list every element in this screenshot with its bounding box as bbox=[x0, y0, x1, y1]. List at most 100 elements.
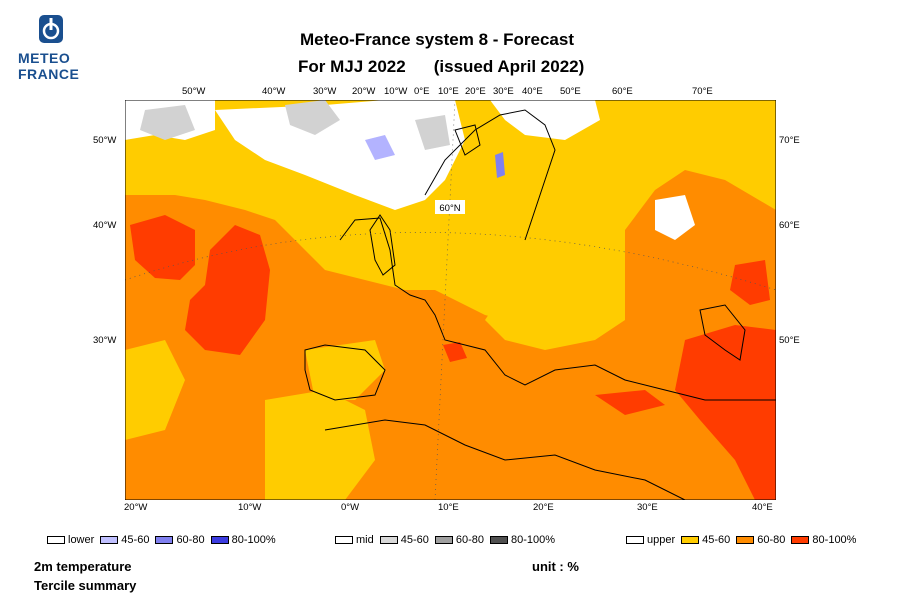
region-no-signal-scandinavia bbox=[490, 100, 600, 140]
legend-mid-45-60: 45-60 bbox=[379, 534, 429, 546]
top-tick: 20°W bbox=[352, 86, 376, 97]
legend-upper-base: upper bbox=[626, 534, 675, 546]
bottom-tick: 10°E bbox=[438, 502, 459, 513]
region-upper-80-100-atlantic bbox=[130, 215, 195, 280]
legend-mid-60-80: 60-80 bbox=[434, 534, 485, 546]
region-mid-45-60-b bbox=[140, 105, 195, 140]
top-tick: 50°E bbox=[560, 86, 581, 97]
legend-swatch bbox=[736, 536, 755, 544]
variable-label: 2m temperature bbox=[34, 559, 132, 574]
forecast-season: For MJJ 2022 bbox=[298, 57, 406, 76]
legend-upper: upper 45-60 60-80 80-100% bbox=[626, 532, 862, 548]
top-tick: 0°E bbox=[414, 86, 430, 97]
region-upper-80-100-midatlantic bbox=[185, 225, 270, 355]
legend-lower-base: lower bbox=[47, 534, 94, 546]
legend-swatch bbox=[47, 536, 65, 544]
top-tick: 50°W bbox=[182, 86, 206, 97]
legend-upper-45-60: 45-60 bbox=[681, 534, 730, 546]
coastline-britain bbox=[369, 214, 396, 276]
right-tick: 50°E bbox=[779, 335, 800, 346]
graticule-meridian bbox=[434, 100, 456, 500]
legend-swatch bbox=[379, 536, 398, 544]
bottom-tick: 40°E bbox=[752, 502, 773, 513]
legend-lower: lower 45-60 60-80 80-100% bbox=[47, 532, 282, 548]
parallel-label: 60°N bbox=[439, 203, 460, 214]
legend-mid-80-100: 80-100% bbox=[490, 534, 555, 546]
bottom-tick: 0°W bbox=[341, 502, 360, 513]
legend-label: 60-80 bbox=[455, 534, 485, 546]
forecast-title: Meteo-France system 8 - Forecast bbox=[300, 30, 574, 49]
region-upper-45-60-southwest bbox=[265, 390, 375, 500]
top-tick: 40°E bbox=[522, 86, 543, 97]
legend-label: 45-60 bbox=[121, 534, 150, 546]
top-tick: 30°E bbox=[493, 86, 514, 97]
legend-label: 60-80 bbox=[176, 534, 205, 546]
legend-label: lower bbox=[68, 534, 95, 546]
product-label: Tercile summary bbox=[34, 578, 137, 593]
legend-lower-60-80: 60-80 bbox=[155, 534, 205, 546]
legend-swatch bbox=[100, 536, 119, 544]
coastline-greenland bbox=[454, 124, 481, 156]
legend-swatch bbox=[681, 536, 700, 544]
region-upper-45-60-east bbox=[485, 260, 625, 350]
legend-swatch bbox=[626, 536, 644, 544]
legend-swatch bbox=[434, 536, 453, 544]
region-no-signal-greenland bbox=[215, 100, 465, 210]
coastline-caspian bbox=[699, 304, 746, 361]
region-upper-80-100-turkey bbox=[595, 390, 665, 415]
legend-swatch bbox=[210, 536, 229, 544]
tercile-forecast-map: 60°N bbox=[125, 100, 776, 500]
legend-mid: mid 45-60 60-80 80-100% bbox=[335, 532, 561, 548]
forecast-subtitle: For MJJ 2022 (issued April 2022) bbox=[298, 57, 584, 77]
region-upper-80-100-caspian bbox=[675, 325, 776, 500]
legend-lower-80-100: 80-100% bbox=[210, 534, 276, 546]
bottom-tick: 30°E bbox=[637, 502, 658, 513]
region-mid-45-60-a bbox=[285, 100, 340, 135]
top-tick: 20°E bbox=[465, 86, 486, 97]
top-tick: 60°E bbox=[612, 86, 633, 97]
legend-mid-base: mid bbox=[335, 534, 374, 546]
right-tick: 70°E bbox=[779, 135, 800, 146]
logo-text-line1: METEO bbox=[18, 50, 71, 66]
coastline-scandinavia bbox=[424, 109, 556, 241]
legend-swatch bbox=[791, 536, 810, 544]
legend-label: 60-80 bbox=[757, 534, 786, 546]
region-mid-45-60-c bbox=[415, 115, 450, 150]
bottom-tick: 20°W bbox=[124, 502, 148, 513]
legend-swatch bbox=[490, 536, 509, 544]
top-tick: 40°W bbox=[262, 86, 286, 97]
legend-swatch bbox=[155, 536, 174, 544]
legend-swatch bbox=[335, 536, 353, 544]
legend-label: 45-60 bbox=[400, 534, 429, 546]
graticule-parallel bbox=[125, 232, 776, 291]
legend-label: upper bbox=[647, 534, 676, 546]
top-tick: 10°W bbox=[384, 86, 408, 97]
region-upper-45-60-atlantic bbox=[125, 340, 185, 440]
top-tick: 30°W bbox=[313, 86, 337, 97]
legend-upper-60-80: 60-80 bbox=[736, 534, 785, 546]
unit-label: unit : % bbox=[532, 559, 579, 574]
coastline-europe bbox=[339, 217, 776, 401]
bottom-tick: 20°E bbox=[533, 502, 554, 513]
legend-upper-80-100: 80-100% bbox=[791, 534, 856, 546]
region-lower-60-80 bbox=[495, 152, 505, 178]
legend-lower-45-60: 45-60 bbox=[100, 534, 149, 546]
coastline-northafrica bbox=[324, 419, 686, 500]
region-lower-45-60 bbox=[365, 135, 395, 160]
left-tick: 50°W bbox=[93, 135, 117, 146]
legend-label: 80-100% bbox=[511, 534, 556, 546]
region-no-signal-ural bbox=[655, 195, 695, 240]
bottom-tick: 10°W bbox=[238, 502, 262, 513]
coastline-iberia bbox=[304, 344, 386, 401]
right-tick: 60°E bbox=[779, 220, 800, 231]
legend-label: mid bbox=[356, 534, 374, 546]
left-tick: 30°W bbox=[93, 335, 117, 346]
logo-text-line2: FRANCE bbox=[18, 66, 80, 82]
logo-drop-icon bbox=[39, 15, 63, 43]
left-tick: 40°W bbox=[93, 220, 117, 231]
legend-label: 80-100% bbox=[812, 534, 857, 546]
meteo-france-logo: METEO FRANCE bbox=[14, 14, 90, 86]
legend-label: 80-100% bbox=[231, 534, 276, 546]
region-upper-80-100-russia bbox=[730, 260, 770, 305]
top-tick: 70°E bbox=[692, 86, 713, 97]
